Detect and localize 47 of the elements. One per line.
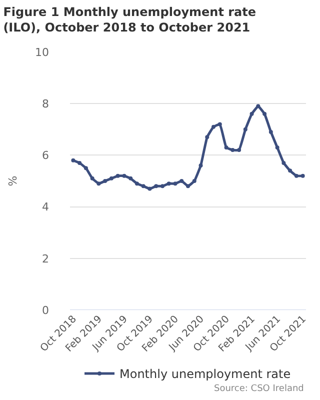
point [103, 179, 108, 183]
point [218, 122, 222, 126]
point [134, 182, 139, 186]
point [128, 176, 133, 180]
point [96, 182, 101, 186]
point [237, 148, 242, 152]
point [268, 130, 273, 134]
point [230, 148, 235, 152]
point [166, 182, 171, 186]
y-tick-label: 2 [42, 252, 49, 266]
point [186, 184, 190, 188]
point [256, 104, 260, 108]
point [173, 182, 178, 186]
point [212, 124, 216, 129]
y-tick-label: 10 [35, 46, 49, 59]
point [205, 135, 210, 140]
point [116, 174, 120, 178]
y-tick-label: 4 [42, 200, 49, 214]
y-tick-label: 6 [42, 149, 49, 162]
point [122, 174, 126, 178]
point [243, 127, 248, 132]
point [282, 160, 286, 165]
point [198, 164, 203, 168]
legend-label: Monthly unemployment rate [120, 367, 291, 382]
point [288, 168, 292, 173]
y-tick-label: 8 [42, 97, 49, 110]
point [84, 166, 88, 170]
point [71, 158, 76, 162]
point [262, 112, 267, 116]
point [141, 184, 146, 188]
point [90, 176, 94, 180]
point [300, 174, 305, 178]
point [78, 160, 82, 165]
y-axis-title: % [6, 176, 20, 186]
point [154, 184, 158, 188]
y-tick-label: 0 [42, 304, 49, 317]
point [180, 179, 184, 183]
point [148, 186, 152, 191]
point [192, 179, 196, 183]
chart-title: Figure 1 Monthly unemployment rate (ILO), October 2018 to October 2021 [3, 5, 256, 35]
point [250, 112, 254, 116]
point [109, 176, 114, 180]
point [224, 145, 228, 150]
point [160, 184, 164, 188]
point [294, 174, 298, 178]
point [275, 145, 280, 150]
source-note: Source: CSO Ireland [214, 384, 304, 394]
